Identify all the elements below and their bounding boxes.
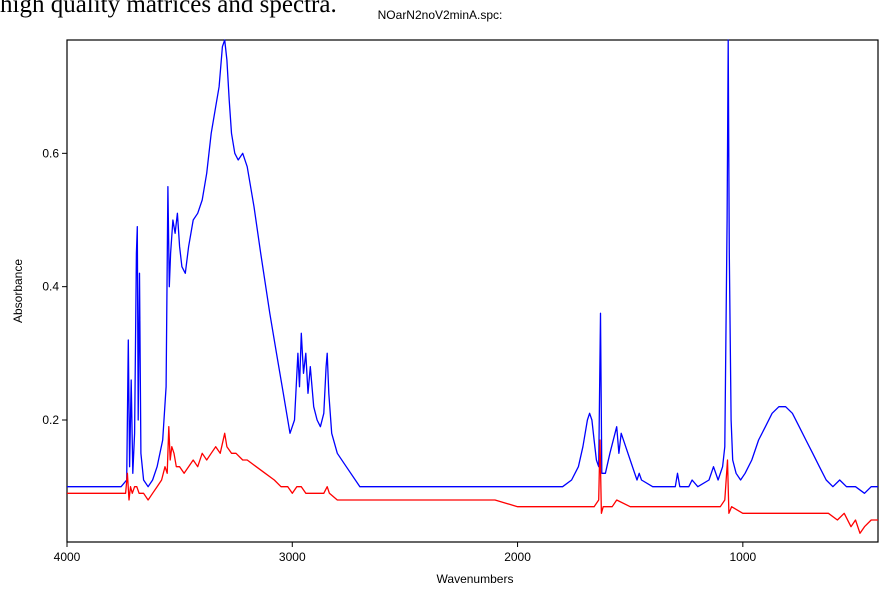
y-axis-ticks: 0.2 0.4 0.6: [42, 146, 67, 427]
series-layer: [67, 39, 878, 534]
x-axis-label: Wavenumbers: [437, 572, 514, 586]
y-tick-label: 0.6: [42, 146, 59, 160]
y-tick-label: 0.2: [42, 413, 59, 427]
x-tick-label: 2000: [504, 550, 531, 564]
series-line-blue: [67, 39, 878, 494]
x-tick-label: 3000: [279, 550, 306, 564]
y-tick-label: 0.4: [42, 280, 59, 294]
x-axis-ticks: 4000 3000 2000 1000: [54, 542, 757, 564]
page-top-text: high quality matrices and spectra.: [0, 0, 337, 18]
x-tick-label: 4000: [54, 550, 81, 564]
plot-area-frame: [66, 39, 879, 543]
x-tick-label: 1000: [729, 550, 756, 564]
chart-title: NOarN2noV2minA.spc:: [377, 8, 503, 22]
series-line-red: [67, 426, 878, 534]
y-axis-label: Absorbance: [11, 259, 25, 323]
